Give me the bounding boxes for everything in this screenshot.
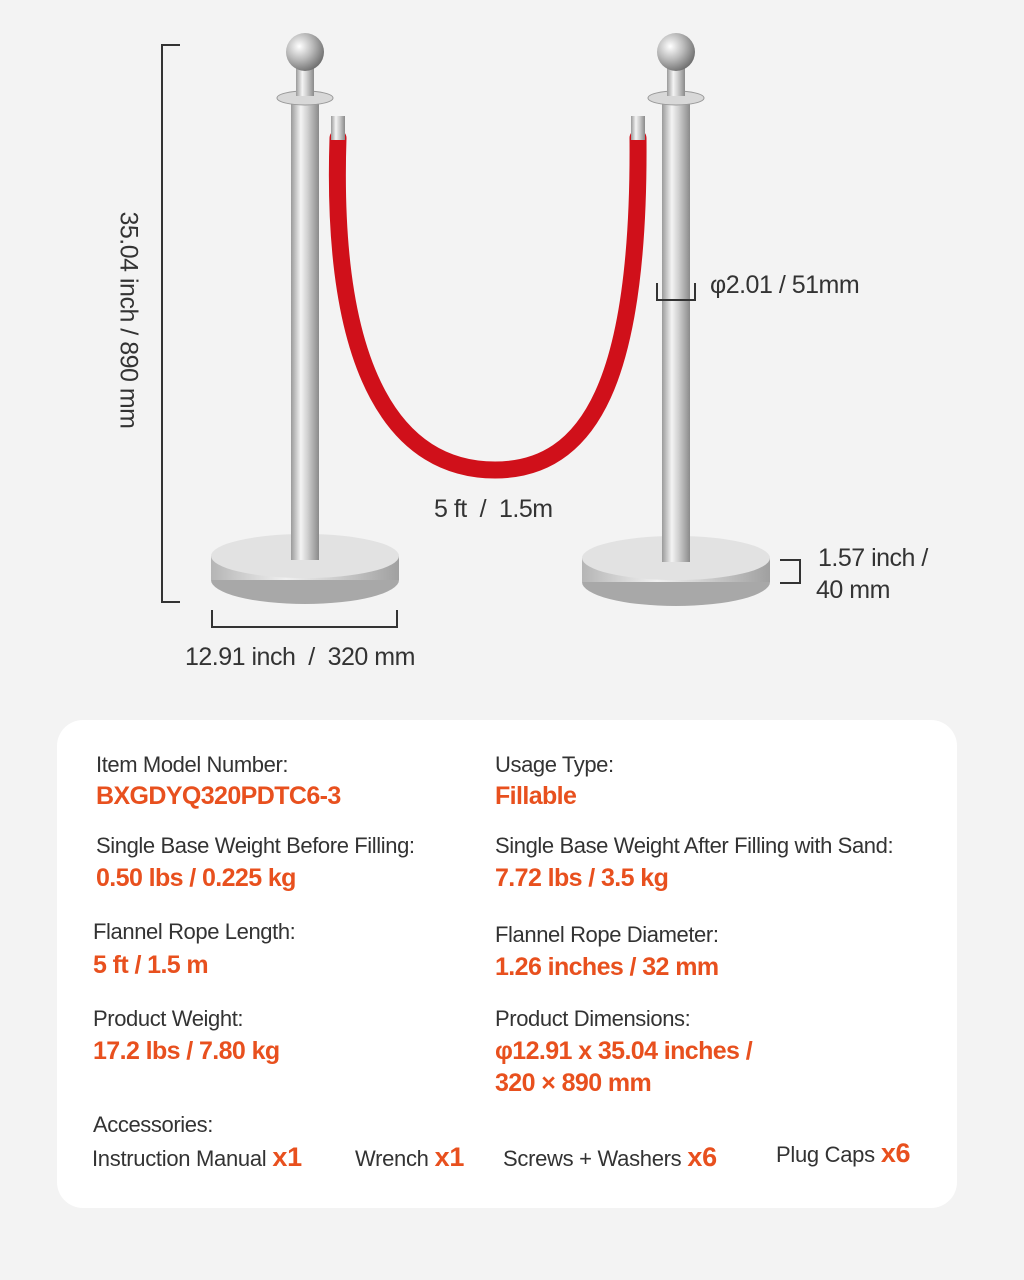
right-post — [582, 33, 770, 606]
base-height-line — [780, 559, 801, 584]
base-diameter-label: 12.91 inch / 320 mm — [185, 643, 415, 671]
spec-card: Item Model Number: BXGDYQ320PDTC6-3 Usag… — [57, 720, 957, 1208]
accessory-name: Wrench — [355, 1146, 429, 1171]
pole-diameter-line — [656, 283, 696, 301]
spec-label: Product Weight: — [93, 1006, 244, 1031]
base-diameter-line — [211, 610, 398, 628]
spec-value: 7.72 lbs / 3.5 kg — [495, 864, 669, 892]
accessory-item: Screws + Washers x6 — [503, 1142, 717, 1173]
height-label: 35.04 inch / 890 mm — [114, 211, 143, 429]
rope-length-label: 5 ft / 1.5m — [434, 495, 553, 523]
accessory-item: Plug Caps x6 — [776, 1138, 911, 1169]
spec-label: Flannel Rope Diameter: — [495, 922, 719, 947]
accessory-qty: x6 — [880, 1138, 911, 1168]
spec-label: Item Model Number: — [96, 752, 289, 777]
spec-value: 0.50 lbs / 0.225 kg — [96, 864, 296, 892]
base-height-label-2: 40 mm — [816, 576, 890, 604]
accessory-name: Screws + Washers — [503, 1146, 682, 1171]
accessory-qty: x6 — [687, 1142, 717, 1172]
accessory-item: Instruction Manual x1 — [92, 1142, 302, 1173]
spec-value: Fillable — [495, 782, 577, 810]
base-height-label-1: 1.57 inch / — [818, 544, 928, 572]
spec-value-line2: 320 × 890 mm — [495, 1069, 652, 1097]
accessory-item: Wrench x1 — [355, 1142, 464, 1173]
stanchion-illustration — [161, 33, 801, 628]
spec-value: BXGDYQ320PDTC6-3 — [96, 782, 341, 810]
spec-value: φ12.91 x 35.04 inches / — [495, 1037, 753, 1065]
spec-label: Single Base Weight Before Filling: — [96, 833, 415, 858]
left-post — [211, 33, 399, 604]
accessory-name: Plug Caps — [776, 1142, 875, 1167]
accessory-qty: x1 — [434, 1142, 465, 1172]
velvet-rope — [328, 129, 647, 479]
spec-label: Product Dimensions: — [495, 1006, 691, 1031]
accessories-label: Accessories: — [93, 1112, 213, 1137]
spec-value: 1.26 inches / 32 mm — [495, 953, 719, 981]
spec-value: 5 ft / 1.5 m — [93, 951, 209, 979]
accessory-qty: x1 — [272, 1142, 302, 1172]
spec-label: Usage Type: — [495, 752, 614, 777]
height-dimension-line — [161, 44, 180, 603]
accessory-name: Instruction Manual — [92, 1146, 267, 1171]
pole-diameter-label: φ2.01 / 51mm — [710, 271, 860, 299]
spec-label: Single Base Weight After Filling with Sa… — [495, 833, 894, 858]
spec-label: Flannel Rope Length: — [93, 919, 296, 944]
spec-value: 17.2 lbs / 7.80 kg — [93, 1037, 280, 1065]
